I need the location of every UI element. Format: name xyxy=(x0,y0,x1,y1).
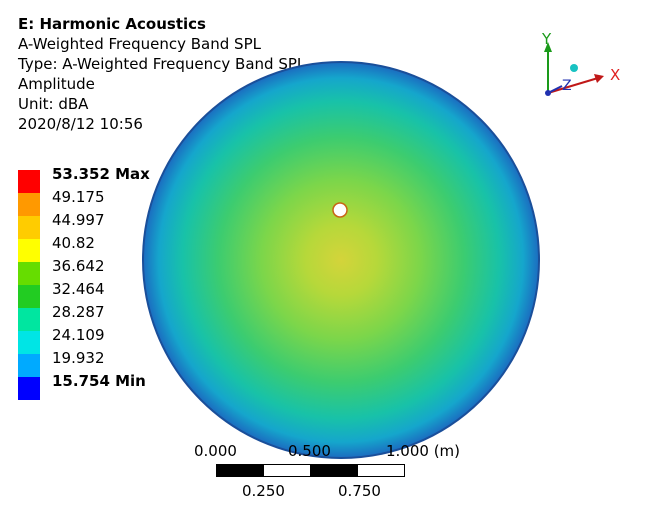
scale-segment-4 xyxy=(357,464,405,477)
legend-label: 40.82 xyxy=(52,234,95,252)
center-hole xyxy=(332,202,348,218)
plate-body[interactable] xyxy=(143,62,539,458)
legend-label: 44.997 xyxy=(52,211,105,229)
coordinate-triad[interactable]: Y X Z xyxy=(520,30,630,110)
scale-label-0500: 0.500 xyxy=(288,442,331,460)
scale-label-0750: 0.750 xyxy=(338,482,381,500)
legend-label: 53.352 Max xyxy=(52,165,150,183)
legend-label: 15.754 Min xyxy=(52,372,146,390)
y-axis-label: Y xyxy=(542,30,552,48)
result-unit: Unit: dBA xyxy=(18,95,89,113)
legend-swatch xyxy=(18,193,40,216)
legend-swatch xyxy=(18,354,40,377)
result-quantity: Amplitude xyxy=(18,75,95,93)
z-axis-label: Z xyxy=(562,78,572,94)
legend-swatch xyxy=(18,262,40,285)
scale-label-0250: 0.250 xyxy=(242,482,285,500)
result-type: Type: A-Weighted Frequency Band SPL xyxy=(18,55,306,73)
legend-label: 19.932 xyxy=(52,349,105,367)
legend-swatch xyxy=(18,285,40,308)
legend-swatch xyxy=(18,216,40,239)
scale-label-1000: 1.000 (m) xyxy=(386,442,461,460)
result-timestamp: 2020/8/12 10:56 xyxy=(18,115,143,133)
legend-label: 32.464 xyxy=(52,280,105,298)
legend-label: 24.109 xyxy=(52,326,105,344)
result-name: A-Weighted Frequency Band SPL xyxy=(18,35,261,53)
legend-label: 49.175 xyxy=(52,188,105,206)
legend-swatch xyxy=(18,239,40,262)
legend-swatch xyxy=(18,377,40,400)
scale-bar: 0.000 0.500 1.000 (m) 0.250 0.750 xyxy=(190,440,480,510)
scale-segment-1 xyxy=(216,464,264,477)
scale-label-0: 0.000 xyxy=(194,442,237,460)
legend-swatch xyxy=(18,308,40,331)
legend-swatch xyxy=(18,331,40,354)
legend-label: 36.642 xyxy=(52,257,105,275)
scale-segment-3 xyxy=(310,464,358,477)
legend-swatch xyxy=(18,170,40,193)
x-axis-label: X xyxy=(610,66,621,84)
plate-edge xyxy=(142,61,540,459)
scale-segment-2 xyxy=(263,464,311,477)
legend-label: 28.287 xyxy=(52,303,105,321)
triad-axes xyxy=(544,42,604,96)
result-header: E: Harmonic Acoustics A-Weighted Frequen… xyxy=(18,14,305,134)
analysis-title: E: Harmonic Acoustics xyxy=(18,15,206,33)
